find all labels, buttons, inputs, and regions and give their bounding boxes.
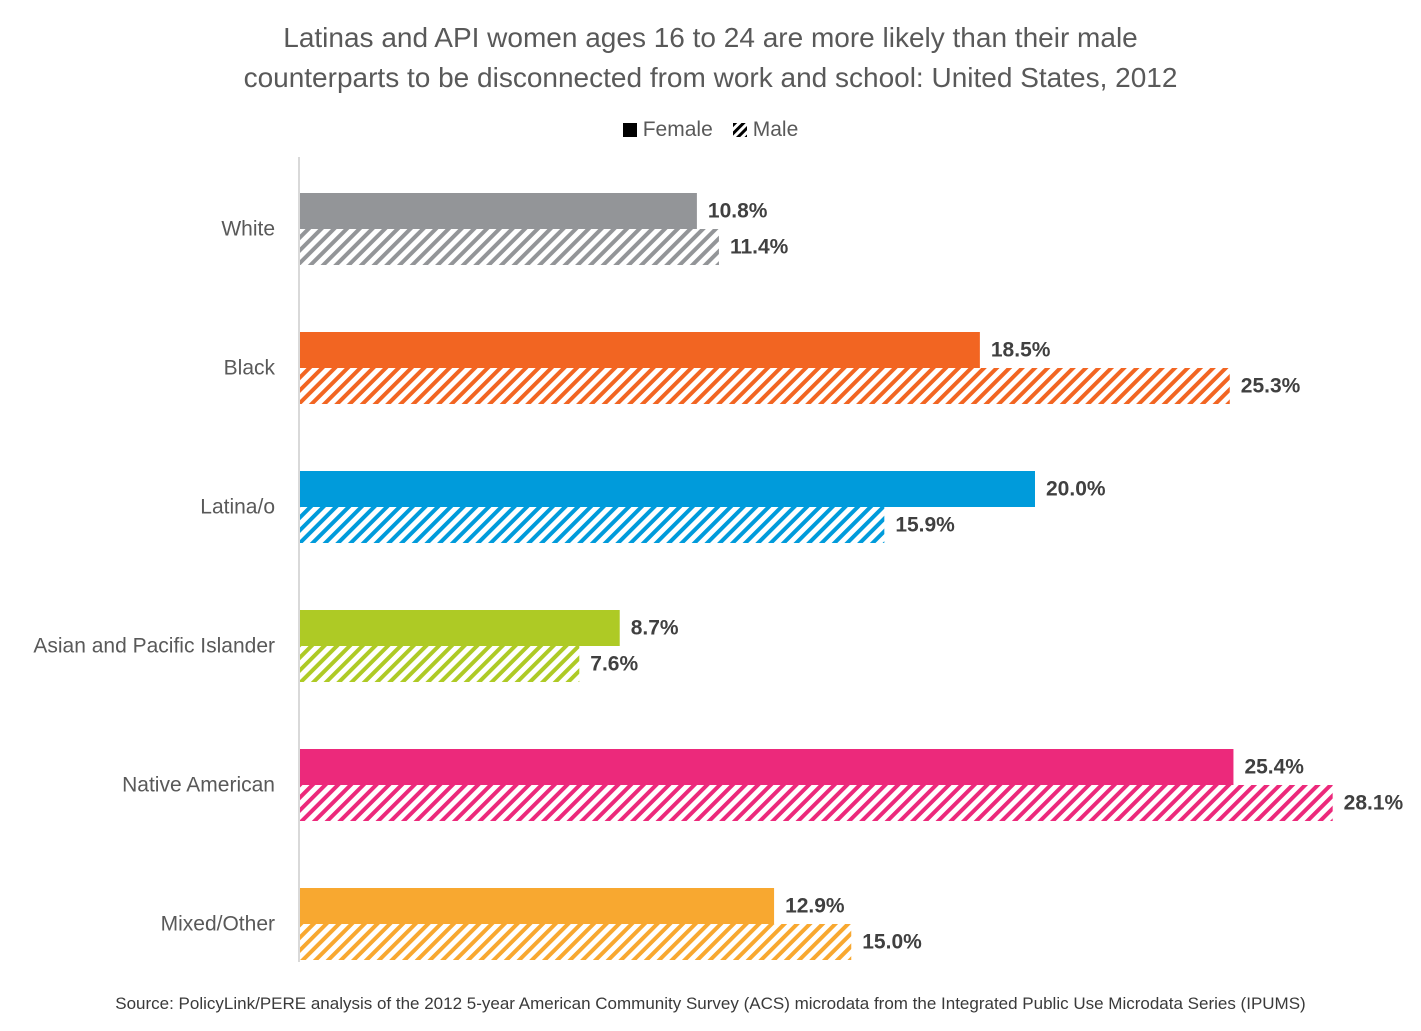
- bar-male-4: [300, 785, 1333, 821]
- bar-female-2: [300, 471, 1035, 507]
- legend: Female Male: [0, 118, 1421, 142]
- chart-title-line-1: Latinas and API women ages 16 to 24 are …: [283, 22, 1138, 53]
- data-label: 20.0%: [1046, 478, 1106, 501]
- data-label: 28.1%: [1344, 792, 1404, 815]
- data-label: 10.8%: [708, 200, 768, 223]
- category-label: Asian and Pacific Islander: [33, 635, 275, 658]
- data-label: 12.9%: [785, 895, 845, 918]
- data-label: 7.6%: [590, 653, 638, 676]
- source-note: Source: PolicyLink/PERE analysis of the …: [115, 994, 1306, 1013]
- legend-swatch-hatched: [732, 123, 747, 137]
- data-label: 25.3%: [1241, 375, 1301, 398]
- legend-label-male: Male: [752, 118, 799, 141]
- bar-male-5: [300, 924, 852, 960]
- legend-label-female: Female: [642, 118, 713, 141]
- category-label: Black: [224, 357, 276, 380]
- chart-title-line-2: counterparts to be disconnected from wor…: [243, 62, 1178, 93]
- bar-female-1: [300, 332, 980, 368]
- chart-title: Latinas and API women ages 16 to 24 are …: [0, 18, 1421, 98]
- bar-female-4: [300, 749, 1234, 785]
- legend-item-male: Male: [732, 118, 799, 142]
- legend-swatch-solid: [622, 123, 637, 137]
- bar-male-2: [300, 507, 885, 543]
- bar-male-3: [300, 646, 580, 682]
- data-label: 15.0%: [862, 931, 922, 954]
- data-label: 8.7%: [631, 617, 679, 640]
- category-label: Latina/o: [200, 496, 275, 519]
- data-label: 25.4%: [1244, 756, 1304, 779]
- category-label: White: [221, 218, 275, 241]
- bar-female-3: [300, 610, 620, 646]
- legend-item-female: Female: [622, 118, 713, 142]
- bar-female-0: [300, 193, 697, 229]
- bar-female-5: [300, 888, 775, 924]
- data-label: 11.4%: [730, 236, 789, 259]
- bar-male-0: [300, 229, 719, 265]
- bar-chart-plot: White 10.8% 11.4% Black 18.5% 25.3% Latina/o 20…: [33, 157, 1404, 962]
- data-label: 15.9%: [895, 514, 955, 537]
- data-label: 18.5%: [991, 339, 1051, 362]
- category-label: Mixed/Other: [161, 913, 275, 936]
- bar-male-1: [300, 368, 1230, 404]
- category-label: Native American: [122, 774, 275, 797]
